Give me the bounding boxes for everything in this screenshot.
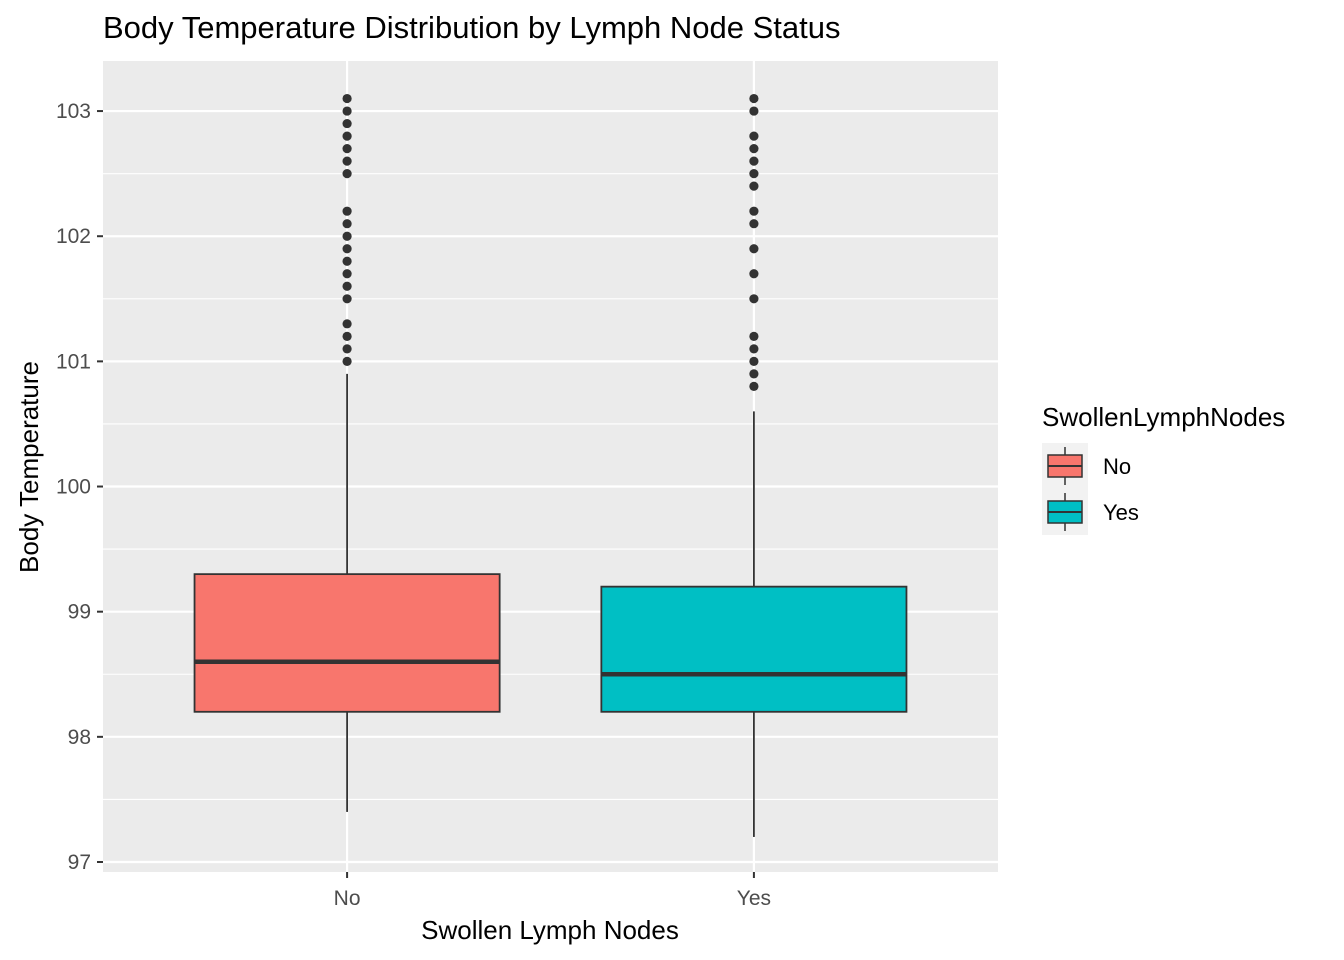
y-tick-label: 103 bbox=[56, 100, 91, 123]
legend-item-no: No bbox=[1047, 447, 1131, 485]
outlier-point bbox=[749, 381, 759, 392]
plot-panel bbox=[103, 61, 998, 872]
outlier-point bbox=[342, 356, 352, 366]
x-tick-label: Yes bbox=[737, 887, 771, 910]
outlier-point bbox=[342, 231, 352, 241]
box-no bbox=[193, 93, 501, 812]
outlier-point bbox=[342, 281, 352, 291]
boxes bbox=[193, 93, 908, 837]
legend-item-yes: Yes bbox=[1047, 493, 1139, 531]
outlier-point bbox=[342, 269, 352, 279]
outlier-point bbox=[342, 156, 352, 166]
outlier-point bbox=[342, 294, 352, 304]
legend-label: Yes bbox=[1103, 500, 1139, 525]
y-tick-label: 100 bbox=[56, 476, 91, 499]
y-tick-label: 102 bbox=[56, 225, 91, 248]
outlier-point bbox=[749, 344, 759, 354]
outlier-point bbox=[342, 169, 352, 179]
y-tick-label: 99 bbox=[68, 601, 91, 624]
legend-title: SwollenLymphNodes bbox=[1042, 402, 1285, 432]
outlier-point bbox=[749, 93, 759, 104]
y-tick-label: 97 bbox=[68, 851, 91, 874]
outlier-point bbox=[342, 219, 352, 229]
chart-title: Body Temperature Distribution by Lymph N… bbox=[103, 10, 841, 45]
y-tick-label: 101 bbox=[56, 350, 91, 373]
outlier-point bbox=[749, 206, 759, 216]
outlier-point bbox=[749, 131, 759, 141]
y-tick-label: 98 bbox=[68, 726, 91, 749]
outlier-point bbox=[749, 269, 759, 279]
outlier-point bbox=[749, 169, 759, 179]
outlier-point bbox=[749, 294, 759, 304]
y-axis-title: Body Temperature bbox=[14, 361, 44, 573]
outlier-point bbox=[749, 331, 759, 341]
outlier-point bbox=[749, 369, 759, 379]
outlier-point bbox=[342, 244, 352, 254]
outlier-point bbox=[749, 244, 759, 254]
outlier-point bbox=[749, 156, 759, 166]
outlier-point bbox=[342, 206, 352, 216]
outlier-point bbox=[749, 181, 759, 191]
y-axis: 97 98 99 100 101 102 103 bbox=[56, 100, 103, 874]
outlier-point bbox=[749, 106, 759, 116]
outlier-point bbox=[342, 319, 352, 329]
outlier-point bbox=[342, 93, 352, 104]
outlier-point bbox=[342, 106, 352, 116]
legend-label: No bbox=[1103, 454, 1131, 479]
outlier-point bbox=[342, 118, 352, 129]
outlier-point bbox=[342, 131, 352, 141]
outlier-point bbox=[342, 331, 352, 341]
outlier-point bbox=[342, 344, 352, 354]
box-yes bbox=[600, 93, 908, 837]
outlier-point bbox=[749, 144, 759, 154]
box-iqr bbox=[600, 585, 908, 713]
outlier-point bbox=[749, 219, 759, 229]
x-axis: No Yes bbox=[334, 872, 771, 910]
outlier-point bbox=[749, 356, 759, 366]
x-axis-title: Swollen Lymph Nodes bbox=[421, 915, 679, 945]
box-iqr bbox=[193, 573, 501, 713]
legend: SwollenLymphNodes No Yes bbox=[1042, 402, 1285, 535]
x-tick-label: No bbox=[334, 887, 361, 910]
outlier-point bbox=[342, 256, 352, 266]
outlier-point bbox=[342, 144, 352, 154]
